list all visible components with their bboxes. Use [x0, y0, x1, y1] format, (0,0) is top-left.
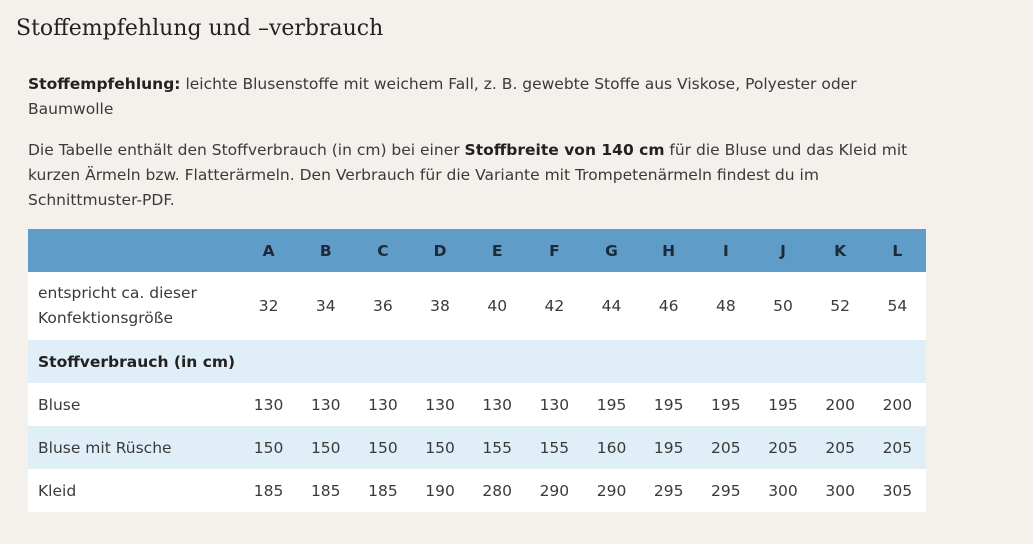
cell: 150: [297, 426, 355, 469]
cell: 185: [240, 469, 298, 512]
cell: 130: [411, 383, 469, 426]
cell: 295: [640, 469, 698, 512]
cell: 195: [582, 383, 641, 426]
row-label: Kleid: [28, 469, 240, 512]
row-label: Bluse: [28, 383, 240, 426]
note: Die Tabelle enthält den Stoffverbrauch (…: [28, 138, 928, 213]
cell: 130: [240, 383, 298, 426]
column-header: L: [868, 229, 926, 272]
size-row: entspricht ca. dieser Konfektionsgröße 32…: [28, 272, 926, 340]
cell: 130: [525, 383, 583, 426]
cell: 36: [354, 272, 412, 340]
cell: 150: [411, 426, 469, 469]
data-row: Kleid 185 185 185 190 280 290 290 295 295 300 300 30…: [28, 469, 926, 512]
cell: 34: [297, 272, 355, 340]
recommendation-text: leichte Blusenstoffe mit weichem Fall, z…: [28, 75, 857, 118]
cell: 48: [697, 272, 755, 340]
cell: 38: [411, 272, 469, 340]
cell: 200: [811, 383, 869, 426]
note-text: für die Bluse und das Kleid mit kurzen Ä…: [28, 141, 908, 209]
section-row: Stoffverbrauch (in cm): [28, 340, 926, 383]
data-row: Bluse 130 130 130 130 130 130 195 195 195 195 200 20…: [28, 383, 926, 426]
cell: 150: [240, 426, 298, 469]
column-header: C: [354, 229, 412, 272]
column-header: J: [754, 229, 812, 272]
column-header: K: [811, 229, 869, 272]
cell: 160: [582, 426, 641, 469]
cell: 195: [640, 383, 698, 426]
section-label: Stoffverbrauch (in cm): [28, 340, 926, 383]
cell: 130: [468, 383, 526, 426]
cell: 200: [868, 383, 926, 426]
cell: 305: [868, 469, 926, 512]
row-label: Bluse mit Rüsche: [28, 426, 240, 469]
cell: 195: [697, 383, 755, 426]
cell: 52: [811, 272, 869, 340]
cell: 300: [811, 469, 869, 512]
cell: 205: [754, 426, 812, 469]
cell: 205: [697, 426, 755, 469]
column-header: G: [582, 229, 641, 272]
column-header: I: [697, 229, 755, 272]
column-header: E: [468, 229, 526, 272]
cell: 44: [582, 272, 641, 340]
cell: 205: [811, 426, 869, 469]
cell: 32: [240, 272, 298, 340]
cell: 40: [468, 272, 526, 340]
cell: 130: [297, 383, 355, 426]
cell: 295: [697, 469, 755, 512]
row-label: entspricht ca. dieser Konfektionsgröße: [28, 272, 240, 340]
column-header: B: [297, 229, 355, 272]
data-row: Bluse mit Rüsche 150 150 150 150 155 155 160 195…: [28, 426, 926, 469]
cell: 190: [411, 469, 469, 512]
note-bold: Stoffbreite von 140 cm: [464, 141, 665, 159]
cell: 290: [525, 469, 583, 512]
cell: 54: [868, 272, 926, 340]
cell: 195: [754, 383, 812, 426]
cell: 150: [354, 426, 412, 469]
cell: 155: [468, 426, 526, 469]
column-header: D: [411, 229, 469, 272]
header-cell: [28, 229, 240, 272]
heading: Stoffempfehlung und –verbrauch: [16, 16, 384, 41]
column-header: F: [525, 229, 583, 272]
cell: 46: [640, 272, 698, 340]
cell: 42: [525, 272, 583, 340]
cell: 280: [468, 469, 526, 512]
cell: 205: [868, 426, 926, 469]
column-header: A: [240, 229, 298, 272]
cell: 195: [640, 426, 698, 469]
recommendation: Stoffempfehlung: leichte Blusenstoffe mi…: [28, 72, 928, 122]
recommendation-label: Stoffempfehlung:: [28, 75, 181, 93]
cell: 50: [754, 272, 812, 340]
cell: 185: [354, 469, 412, 512]
cell: 185: [297, 469, 355, 512]
cell: 130: [354, 383, 412, 426]
cell: 290: [582, 469, 641, 512]
column-header: H: [640, 229, 698, 272]
cell: 155: [525, 426, 583, 469]
note-text: Die Tabelle enthält den Stoffverbrauch (…: [28, 141, 465, 159]
cell: 300: [754, 469, 812, 512]
